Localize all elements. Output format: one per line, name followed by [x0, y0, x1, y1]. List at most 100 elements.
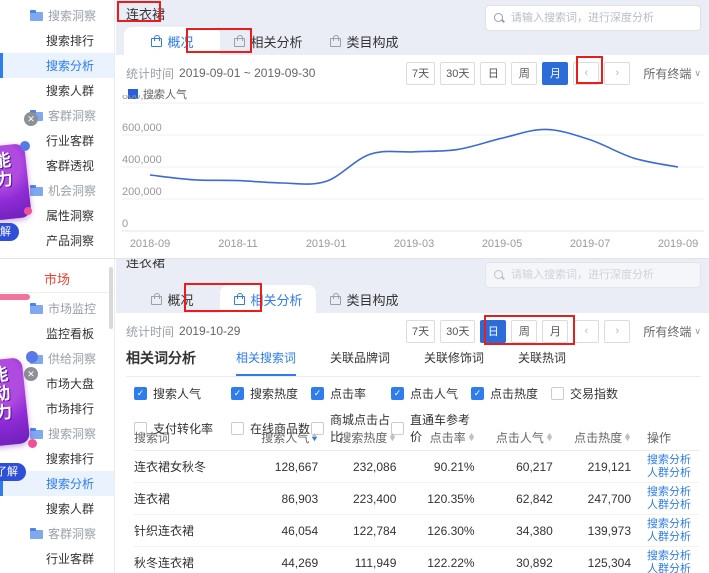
sort-icon[interactable]: ▲ ▼	[544, 432, 554, 444]
cell-keyword[interactable]: 连衣裙女秋冬	[134, 460, 207, 474]
prev-button[interactable]: ‹	[573, 319, 600, 343]
related-keywords-table: 搜索词 搜索人气 ▲ ▼ 搜索热度 ▲ ▼ 点击率 ▲ ▼ 点击人气 ▲ ▼ 点击热度 ▲ ▼ 操作…	[134, 424, 699, 573]
sidebar-scrollbar[interactable]	[109, 267, 113, 329]
sidebar-item-search-rank[interactable]: 搜索排行	[0, 28, 114, 53]
checkbox-click-rate[interactable]: ✓ 点击率	[311, 385, 391, 402]
next-button[interactable]: ›	[604, 61, 631, 85]
tab-category-composition[interactable]: 类目构成	[316, 27, 412, 55]
tab-label: 类目构成	[346, 292, 399, 308]
col-header-click-popularity[interactable]: 点击人气 ▲ ▼	[495, 430, 554, 445]
tab-overview[interactable]: 概况	[124, 285, 220, 313]
checkbox-transaction-index[interactable]: 交易指数	[551, 385, 618, 402]
subtab-brand-words[interactable]: 关联品牌词	[330, 351, 391, 365]
header-band: 连衣裙 概况 相关分析 类目构成	[116, 0, 709, 55]
search-popularity-line-chart[interactable]: 800,000 600,000 400,000 200,000 0 2018-09 2018…	[116, 90, 708, 255]
subtab-modifier-words[interactable]: 关联修饰词	[424, 351, 485, 365]
sidebar-item-search-analysis[interactable]: 搜索分析	[0, 53, 114, 78]
sidebar-group-opportunity-insight[interactable]: 机会洞察	[0, 178, 114, 203]
period-day-button[interactable]: 日	[480, 319, 507, 343]
sidebar-item-search-rank[interactable]: 搜索排行	[0, 446, 114, 471]
sidebar-top: 搜索洞察 搜索排行 搜索分析 搜索人群 客群洞察 行业客群 客群透视 机会洞察 …	[0, 0, 115, 258]
search-analysis-link[interactable]: 搜索分析	[647, 485, 692, 498]
sidebar-item-industry-customer[interactable]: 行业客群	[0, 128, 114, 153]
period-day-button[interactable]: 日	[480, 61, 507, 85]
subtab-related-search-words[interactable]: 相关搜索词	[236, 349, 297, 376]
search-box[interactable]	[485, 262, 701, 288]
search-analysis-link[interactable]: 搜索分析	[647, 549, 692, 562]
period-30d-button[interactable]: 30天	[440, 319, 476, 343]
close-icon[interactable]: ✕	[24, 112, 38, 126]
search-input[interactable]	[511, 12, 692, 24]
search-input[interactable]	[511, 269, 692, 281]
terminal-dropdown[interactable]: 所有终端 ∨	[643, 323, 701, 340]
period-month-button[interactable]: 月	[542, 319, 569, 343]
period-week-button[interactable]: 周	[511, 319, 538, 343]
sort-icon[interactable]: ▲ ▼	[388, 432, 398, 444]
period-30d-button[interactable]: 30天	[440, 61, 476, 85]
sidebar-item-market-rank[interactable]: 市场排行	[0, 396, 114, 421]
checkbox-pay-conversion[interactable]: 支付转化率	[134, 411, 231, 445]
tab-label: 相关分析	[250, 34, 303, 50]
sidebar-bottom: 市场 市场监控 监控看板 供给洞察 市场大盘 市场排行 搜索洞察 搜索排行 搜索…	[0, 259, 115, 573]
sidebar-item-attribute-insight[interactable]: 属性洞察	[0, 203, 114, 228]
col-header-search-popularity[interactable]: 搜索人气 ▲ ▼	[261, 430, 320, 445]
cell-keyword[interactable]: 连衣裙	[134, 492, 171, 506]
sidebar-group-customer-insight[interactable]: 客群洞察	[0, 103, 114, 128]
chart-legend[interactable]: 搜索人气	[128, 86, 187, 102]
sidebar-item-customer-perspective[interactable]: 客群透视	[0, 153, 114, 178]
sidebar-item-monitor-board[interactable]: 监控看板	[0, 321, 114, 346]
search-icon	[494, 12, 505, 24]
tab-related-analysis[interactable]: 相关分析	[220, 27, 316, 55]
subtab-hot-words[interactable]: 关联热词	[518, 351, 567, 365]
tab-overview[interactable]: 概况	[124, 27, 220, 55]
period-7d-button[interactable]: 7天	[406, 61, 436, 85]
sidebar-section-market[interactable]: 市场	[0, 267, 114, 293]
cell-keyword[interactable]: 秋冬连衣裙	[134, 556, 195, 570]
sidebar-item-market-overview[interactable]: 市场大盘	[0, 371, 114, 396]
checkbox-search-popularity[interactable]: ✓ 搜索人气	[134, 385, 231, 402]
crowd-analysis-link[interactable]: 人群分析	[647, 466, 692, 479]
period-month-button[interactable]: 月	[542, 61, 569, 85]
sidebar-group-search-insight[interactable]: 搜索洞察	[0, 421, 114, 446]
checkbox-ztc-price[interactable]: 直通车参考价	[391, 411, 471, 445]
period-week-button[interactable]: 周	[511, 61, 538, 85]
checkbox-mall-click-share[interactable]: 商城点击占比	[311, 411, 391, 445]
sidebar-item-product-insight[interactable]: 产品洞察	[0, 228, 114, 253]
keyword-label[interactable]: 连衣裙	[126, 7, 166, 22]
col-header-search-heat[interactable]: 搜索热度 ▲ ▼	[339, 430, 398, 445]
close-icon[interactable]: ✕	[24, 367, 38, 381]
tab-category-composition[interactable]: 类目构成	[316, 285, 412, 313]
checkbox-click-popularity[interactable]: ✓ 点击人气	[391, 385, 471, 402]
checkbox-click-heat[interactable]: ✓ 点击热度	[471, 385, 551, 402]
sidebar-item-search-crowd[interactable]: 搜索人群	[0, 78, 114, 103]
next-button[interactable]: ›	[604, 319, 631, 343]
prev-button[interactable]: ‹	[573, 61, 600, 85]
col-header-click-heat[interactable]: 点击热度 ▲ ▼	[574, 430, 633, 445]
period-7d-button[interactable]: 7天	[406, 319, 436, 343]
sidebar-group-market-monitor[interactable]: 市场监控	[0, 296, 114, 321]
sidebar-group-search-insight[interactable]: 搜索洞察	[0, 3, 114, 28]
cell-keyword[interactable]: 针织连衣裙	[134, 524, 195, 538]
search-analysis-link[interactable]: 搜索分析	[647, 517, 692, 530]
search-box[interactable]	[485, 5, 701, 31]
cell-value: 30,892	[516, 555, 553, 570]
sidebar-item-search-crowd[interactable]: 搜索人群	[0, 496, 114, 521]
checkbox-search-heat[interactable]: ✓ 搜索热度	[231, 385, 311, 402]
sidebar-item-industry-customer[interactable]: 行业客群	[0, 546, 114, 571]
col-header-click-rate[interactable]: 点击率 ▲ ▼	[429, 430, 476, 445]
checkbox-online-products[interactable]: 在线商品数	[231, 411, 311, 445]
sidebar-item-search-analysis[interactable]: 搜索分析	[0, 471, 114, 496]
crowd-analysis-link[interactable]: 人群分析	[647, 562, 692, 573]
terminal-dropdown[interactable]: 所有终端 ∨	[643, 65, 701, 82]
sort-icon[interactable]: ▲ ▼	[466, 432, 476, 444]
sidebar-group-supply-insight[interactable]: 供给洞察	[0, 346, 114, 371]
sort-icon[interactable]: ▲ ▼	[310, 432, 320, 444]
sidebar-group-customer-insight[interactable]: 客群洞察	[0, 521, 114, 546]
crowd-analysis-link[interactable]: 人群分析	[647, 498, 692, 511]
sort-icon[interactable]: ▲ ▼	[623, 432, 633, 444]
tab-related-analysis[interactable]: 相关分析	[220, 285, 316, 313]
table-row: 秋冬连衣裙 44,269 111,949 122.22% 30,892 125,…	[134, 547, 699, 573]
stat-date: 2019-10-29	[179, 324, 241, 338]
search-analysis-link[interactable]: 搜索分析	[647, 453, 692, 466]
crowd-analysis-link[interactable]: 人群分析	[647, 530, 692, 543]
